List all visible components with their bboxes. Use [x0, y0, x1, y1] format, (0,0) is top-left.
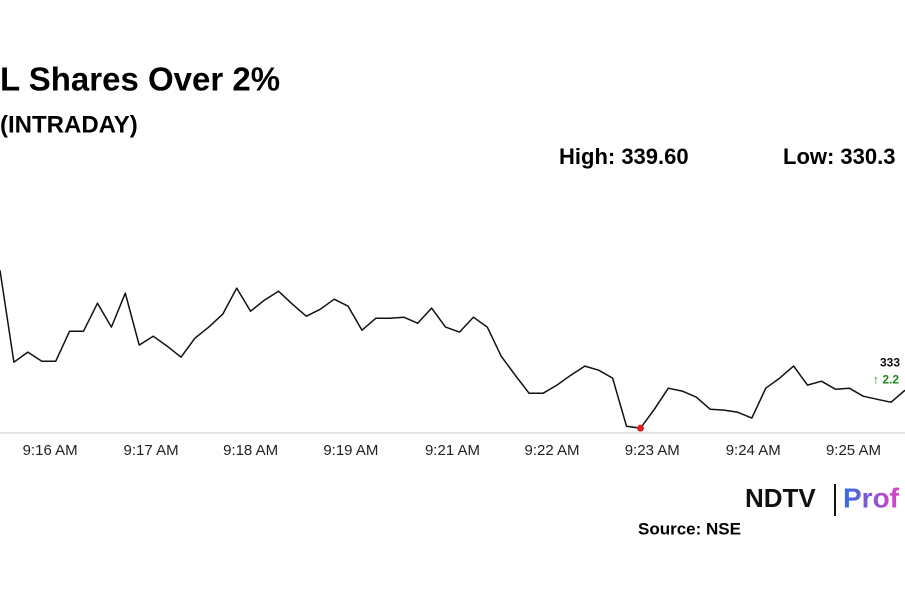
x-tick-label: 9:21 AM	[425, 442, 480, 459]
low-label: Low: 330.3	[783, 144, 895, 169]
x-tick-label: 9:23 AM	[625, 442, 680, 459]
change-label: ↑ 2.2	[873, 372, 899, 386]
logo-product: Prof	[843, 482, 900, 513]
x-tick-label: 9:16 AM	[23, 442, 78, 459]
price-line	[0, 270, 905, 429]
source: Source: NSE	[638, 519, 741, 538]
last-price-label: 333	[880, 355, 900, 369]
logo-brand: NDTV	[745, 483, 816, 513]
chart-subtitle: (INTRADAY)	[0, 111, 138, 138]
chart-title: L Shares Over 2%	[0, 61, 280, 98]
x-tick-label: 9:18 AM	[223, 442, 278, 459]
x-tick-label: 9:19 AM	[323, 442, 378, 459]
x-tick-label: 9:25 AM	[826, 442, 881, 459]
x-tick-label: 9:22 AM	[525, 442, 580, 459]
x-tick-label: 9:24 AM	[726, 442, 781, 459]
high-label: High: 339.60	[559, 144, 689, 169]
low-marker	[636, 424, 644, 432]
x-tick-label: 9:17 AM	[124, 442, 179, 459]
